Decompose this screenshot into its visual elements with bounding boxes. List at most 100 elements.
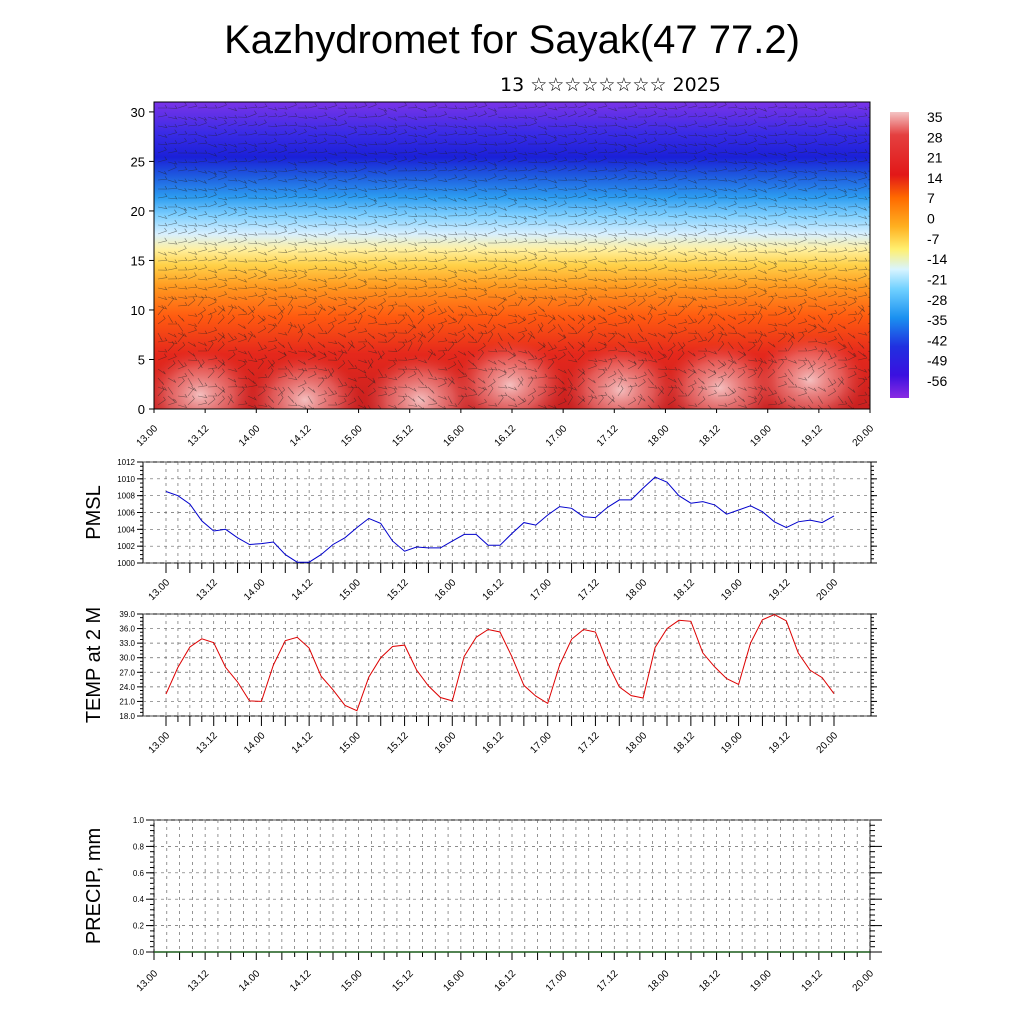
wind-barb [347,160,358,165]
wind-barb [207,159,218,164]
wind-barb [577,237,588,244]
wind-barb [747,119,757,127]
wind-barb [207,187,218,191]
wind-barb [587,267,598,272]
wind-barb [837,223,848,227]
wind-barb [467,218,477,226]
wind-barb [397,230,408,235]
wind-barb [457,187,468,191]
wind-barb [797,113,808,118]
wind-barb [507,267,518,272]
x-tick-label: 19.12 [767,730,793,756]
x-tick-label: 18.00 [646,423,672,449]
wind-barb [167,164,177,172]
colorbar-label: 28 [927,129,943,145]
wind-barb [197,139,208,145]
wind-barb [327,257,338,262]
wind-barb [217,395,225,406]
wind-barb [487,348,498,353]
wind-barb [617,201,628,208]
wind-barb [827,124,838,129]
wind-barb [437,206,448,211]
wind-barb [167,123,178,128]
wind-barb [168,320,178,325]
wind-barb [727,200,737,208]
wind-barb [627,359,637,365]
wind-barb [377,202,388,208]
wind-barb [287,321,293,334]
wind-barb [337,139,348,145]
wind-barb [547,341,554,350]
wind-barb [537,169,548,173]
wind-barb [657,232,668,236]
wind-barb [377,170,388,176]
wind-barb [347,229,358,235]
wind-barb [227,223,238,228]
wind-barb [787,267,798,271]
wind-barb [837,400,848,406]
x-tick-label: 17.00 [528,577,554,603]
wind-barb [727,398,737,406]
wind-barb [527,220,538,226]
wind-barb [757,195,768,200]
wind-barb [477,323,488,328]
wind-barb [357,267,368,271]
colorbar-label: 14 [927,170,943,186]
wind-barb [457,287,468,291]
wind-barb [317,257,328,262]
wind-barb [368,122,378,127]
wind-barb [377,290,387,298]
wind-barb [737,194,748,199]
wind-barb [597,129,608,136]
wind-barb [167,219,178,226]
wind-barb [397,221,408,226]
wind-barb [317,377,325,388]
wind-barb [847,193,858,199]
wind-barb [807,149,818,154]
wind-barb [587,347,598,352]
wind-barb [557,177,568,181]
wind-barb [387,247,398,253]
wind-barb [767,292,778,298]
wind-barb [257,387,266,397]
wind-barb [697,385,704,397]
wind-barb [757,141,768,146]
y-tick-label: 24.0 [119,683,135,692]
wind-barb [647,170,658,175]
wind-barb [167,314,173,323]
wind-barb [197,377,204,386]
wind-barb [307,203,318,208]
wind-barb [797,287,808,292]
wind-barb [787,383,798,388]
wind-barb [277,155,287,163]
wind-barb [587,255,598,262]
wind-barb [817,110,827,118]
wind-barb [317,375,328,379]
wind-barb [617,143,628,148]
wind-barb [367,228,378,235]
wind-barb [457,211,468,217]
wind-barb [587,233,598,238]
wind-barb [597,140,608,145]
x-tick-label: 17.12 [576,730,602,756]
wind-barb [737,205,748,209]
wind-barb [707,120,718,127]
wind-barb [637,337,648,343]
wind-barb [457,304,468,309]
wind-barb [247,246,258,253]
wind-barb [237,259,248,263]
wind-barb [367,349,378,354]
wind-barb [857,138,868,145]
wind-barb [587,294,593,307]
wind-barb [377,214,388,219]
wind-barb [547,269,558,273]
wind-barb [597,341,608,346]
wind-barb [457,278,468,283]
wind-barb [577,395,585,406]
wind-barb [317,341,326,348]
wind-barb [537,283,548,289]
wind-barb [807,395,814,404]
wind-barb [187,138,198,145]
wind-barb [487,378,496,388]
